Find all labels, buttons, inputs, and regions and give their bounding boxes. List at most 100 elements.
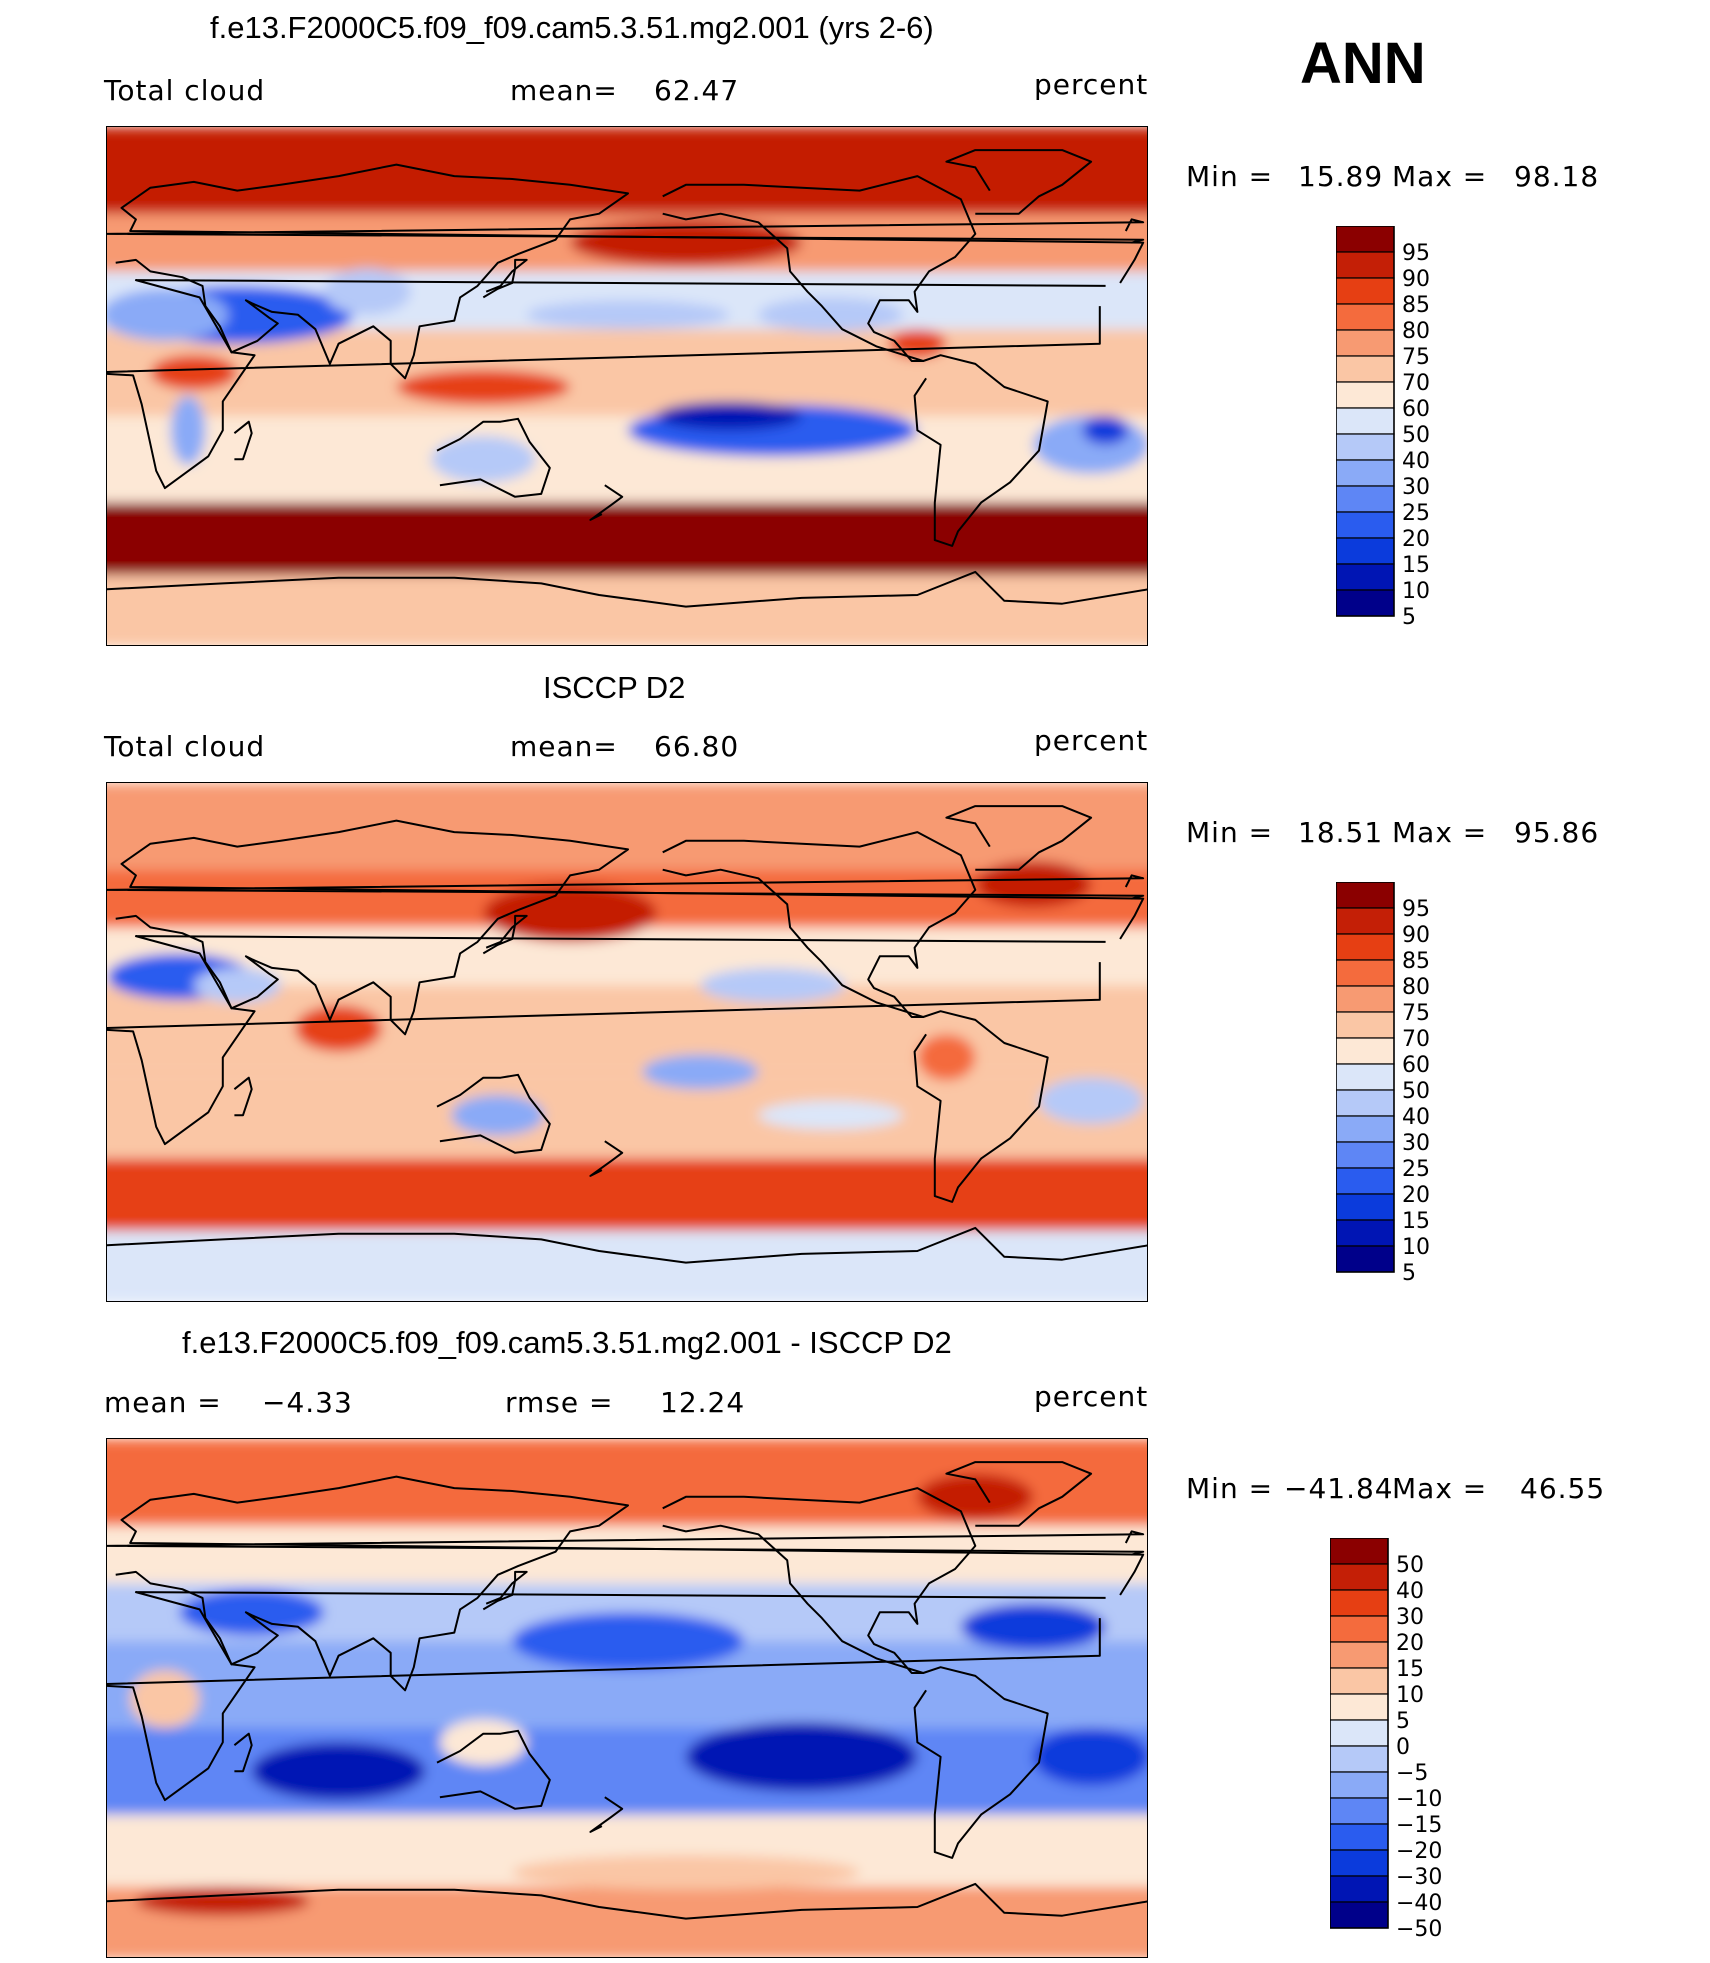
- coastline: [115, 819, 1145, 1036]
- colorbar-tick-label: −20: [1396, 1839, 1442, 1864]
- coastline: [107, 1882, 1147, 1920]
- field-region: [960, 1603, 1106, 1650]
- field-region: [483, 884, 657, 942]
- field-region: [1039, 1077, 1144, 1124]
- panel1-max-label: Max =: [1392, 160, 1488, 193]
- zonal-band: [107, 783, 1147, 870]
- panel2-variable-label: Total cloud: [104, 730, 266, 763]
- colorbar-box: [1329, 1693, 1389, 1721]
- panel1-title: f.e13.F2000C5.f09_f09.cam5.3.51.mg2.001 …: [210, 10, 934, 45]
- colorbar-tick-label: 40: [1396, 1579, 1424, 1604]
- colorbar-box: [1329, 1667, 1389, 1695]
- panel3-rmse-label: rmse =: [505, 1386, 614, 1419]
- colorbar-box: [1335, 985, 1395, 1013]
- colorbar-tick-label: 20: [1396, 1631, 1424, 1656]
- field-region: [975, 861, 1092, 908]
- zonal-band: [107, 329, 1147, 416]
- colorbar-box: [1335, 589, 1395, 617]
- panel2-mean-value: 66.80: [654, 730, 740, 763]
- panel2-title: ISCCP D2: [543, 670, 686, 705]
- field-region: [324, 268, 411, 315]
- field-region: [135, 1886, 310, 1916]
- coastline: [945, 1461, 1093, 1527]
- colorbar-tick-label: 0: [1396, 1735, 1410, 1760]
- panel2-max-value: 95.86: [1514, 816, 1600, 849]
- colorbar-box: [1335, 459, 1395, 487]
- coastline: [115, 163, 1145, 380]
- colorbar-tick-label: 95: [1402, 897, 1430, 922]
- field-region: [917, 1034, 976, 1081]
- coastline: [233, 420, 253, 461]
- zonal-band: [107, 127, 1147, 214]
- colorbar-tick-label: 25: [1402, 501, 1430, 526]
- panel1-colorbar: 95 90 85 80 75 70 60 50 40 30 25 20 15 10 5: [1335, 225, 1466, 647]
- colorbar-box: [1335, 433, 1395, 461]
- colorbar-tick-label: 5: [1402, 1261, 1416, 1286]
- colorbar-tick-label: 30: [1396, 1605, 1424, 1630]
- coastline: [662, 831, 977, 1018]
- colorbar-box: [1335, 1011, 1395, 1039]
- zonal-band: [107, 1158, 1147, 1231]
- panel3-max-value: 46.55: [1520, 1472, 1606, 1505]
- colorbar-box: [1329, 1719, 1389, 1747]
- field-region: [150, 355, 238, 390]
- colorbar-box: [1335, 1193, 1395, 1221]
- field-region: [107, 288, 229, 341]
- colorbar-box: [1329, 1823, 1389, 1851]
- colorbar-box: [1335, 959, 1395, 987]
- colorbar-box: [1329, 1589, 1389, 1617]
- colorbar-tick-label: 75: [1402, 345, 1430, 370]
- panel2-units-label: percent: [1034, 724, 1149, 757]
- coastline: [913, 354, 1049, 547]
- colorbar-box: [1335, 303, 1395, 331]
- coastline: [436, 1073, 551, 1154]
- panel3-units-label: percent: [1034, 1380, 1149, 1413]
- field-region: [439, 1719, 527, 1766]
- field-region: [295, 1005, 382, 1052]
- colorbar-tick-label: 50: [1402, 1079, 1430, 1104]
- colorbar-tick-label: −40: [1396, 1891, 1442, 1916]
- colorbar-tick-label: 70: [1402, 371, 1430, 396]
- coastline: [662, 1487, 977, 1674]
- zonal-band: [107, 1525, 1147, 1584]
- field-region: [451, 1095, 545, 1136]
- colorbar-box: [1329, 1615, 1389, 1643]
- field-region: [656, 401, 802, 431]
- coastline: [945, 149, 1093, 215]
- colorbar-tick-label: 95: [1402, 241, 1430, 266]
- colorbar-tick-label: 5: [1402, 605, 1416, 630]
- colorbar-tick-label: 15: [1402, 553, 1430, 578]
- panel1-min-value: 15.89: [1298, 160, 1384, 193]
- panel1-variable-label: Total cloud: [104, 74, 266, 107]
- field-region: [642, 1054, 759, 1090]
- panel1-units-label: percent: [1034, 68, 1149, 101]
- colorbar-box: [1335, 329, 1395, 357]
- field-region: [130, 1670, 200, 1728]
- colorbar-box: [1335, 1167, 1395, 1195]
- colorbar-box: [1335, 355, 1395, 383]
- zonal-band: [107, 1071, 1147, 1159]
- coastlines: [107, 1461, 1147, 1920]
- panel3-min-value: −41.84: [1284, 1472, 1394, 1505]
- panel1-mean-value: 62.47: [654, 74, 740, 107]
- zonal-band: [107, 502, 1147, 575]
- coastline: [436, 417, 551, 498]
- panel2-colorbar: 95 90 85 80 75 70 60 50 40 30 25 20 15 10 5: [1335, 881, 1466, 1303]
- colorbar-tick-label: 30: [1402, 1131, 1430, 1156]
- colorbar-box: [1335, 1141, 1395, 1169]
- colorbar-tick-label: 60: [1402, 1053, 1430, 1078]
- zonal-band: [107, 1230, 1147, 1301]
- panel3-title: f.e13.F2000C5.f09_f09.cam5.3.51.mg2.001 …: [182, 1325, 952, 1360]
- coastline: [482, 258, 528, 299]
- panel3-rmse-value: 12.24: [660, 1386, 746, 1419]
- colorbar-frame: [1335, 225, 1395, 617]
- colorbar-box: [1335, 251, 1395, 279]
- coastline: [482, 1570, 528, 1611]
- colorbar-tick-label: −10: [1396, 1787, 1442, 1812]
- field: [107, 1439, 1147, 1957]
- colorbar-tick-label: 90: [1402, 267, 1430, 292]
- panel1-max-value: 98.18: [1514, 160, 1600, 193]
- colorbar-tick-label: 20: [1402, 1183, 1430, 1208]
- colorbar-box: [1335, 277, 1395, 305]
- coastline: [436, 1729, 551, 1810]
